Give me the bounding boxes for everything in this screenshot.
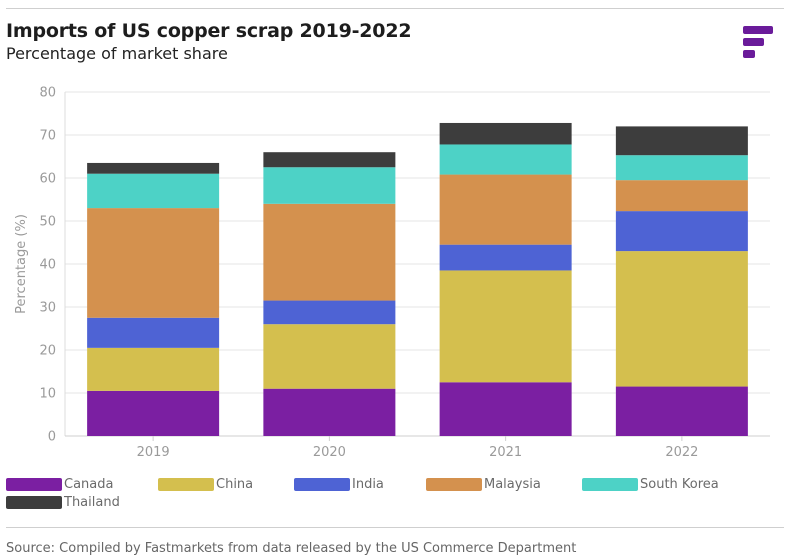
x-tick-label: 2020 [313,445,346,460]
bar-segment-canada [615,386,748,436]
legend-label: South Korea [640,476,719,492]
y-tick-label: 0 [48,430,56,445]
y-tick-label: 70 [39,129,56,144]
bar-segment-india [615,211,748,252]
legend-label: China [216,476,254,492]
bar-segment-thailand [87,162,220,174]
x-tick-label: 2019 [137,445,170,460]
y-axis-label: Percentage (%) [14,214,29,314]
y-tick-label: 30 [39,301,56,316]
legend-label: Malaysia [484,476,541,492]
bar-segment-china [87,347,220,391]
bar-segment-india [263,300,396,325]
bar-segment-malaysia [87,208,220,318]
legend-label: India [352,476,384,492]
bar-segment-china [615,251,748,387]
x-tick-label: 2022 [665,445,698,460]
bar-segment-south-korea [439,144,572,175]
stacked-bar-chart: 0 10 20 30 40 50 60 70 80 Percentage (%) 2019 2020 2… [14,86,770,460]
y-tick-label: 40 [39,258,56,273]
chart-subtitle: Percentage of market share [6,44,228,63]
legend-item: China [158,475,253,493]
legend-swatch [582,477,638,491]
legend-swatch [158,477,214,491]
legend-label: Canada [64,476,114,492]
bottom-rule [6,527,784,528]
bar-segment-south-korea [615,155,748,181]
legend-item: Thailand [6,493,120,511]
bar-segment-malaysia [439,174,572,245]
y-tick-label: 80 [39,86,56,101]
bar-segment-canada [87,390,220,436]
legend-swatch [6,477,62,491]
bar-segment-malaysia [263,203,396,301]
y-tick-label: 60 [39,172,56,187]
top-rule [6,8,784,9]
bar-segment-canada [439,382,572,436]
legend-item: South Korea [582,475,719,493]
bar-segment-thailand [615,126,748,156]
bar-segment-malaysia [615,180,748,212]
bar-segment-south-korea [87,173,220,209]
y-tick-label: 50 [39,215,56,230]
legend-item: Malaysia [426,475,541,493]
y-tick-label: 10 [39,387,56,402]
legend-swatch [426,477,482,491]
bar-segment-south-korea [263,167,396,204]
x-tick-label: 2021 [489,445,522,460]
chart-legend: Canada China India Malaysia South Korea Thail… [6,475,786,515]
legend-label: Thailand [64,494,120,510]
legend-swatch [6,495,62,509]
source-note: Source: Compiled by Fastmarkets from dat… [6,541,577,556]
fastmarkets-logo-icon [743,26,773,58]
bar-segment-china [263,324,396,389]
chart-title: Imports of US copper scrap 2019-2022 [6,20,412,42]
y-tick-label: 20 [39,344,56,359]
bar-segment-canada [263,388,396,436]
legend-swatch [294,477,350,491]
bar-segment-thailand [439,122,572,145]
bar-segment-thailand [263,152,396,168]
legend-item: Canada [6,475,113,493]
bar-segment-china [439,270,572,383]
bar-segment-india [439,244,572,271]
legend-item: India [294,475,384,493]
bar-segment-india [87,317,220,348]
